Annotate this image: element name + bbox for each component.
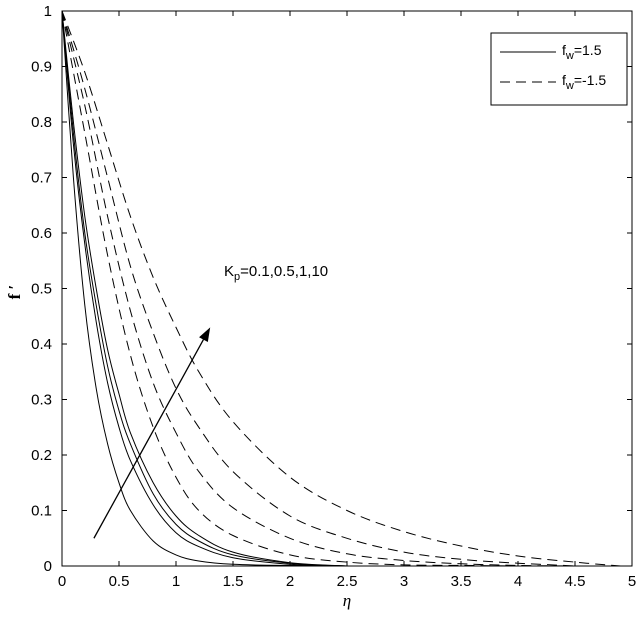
dashed-series-line-7 (61, 10, 621, 567)
legend-entry-dashed-value: =-1.5 (574, 72, 607, 88)
x-tick-label: 2.5 (337, 573, 358, 590)
x-tick-label: 3 (400, 573, 408, 590)
y-tick-label: 0.3 (31, 392, 52, 409)
y-tick-label: 0.5 (31, 281, 52, 298)
x-tick-label: 4.5 (565, 573, 586, 590)
y-tick-label: 1 (44, 3, 52, 20)
curves-layer (61, 10, 621, 567)
legend-entry-solid: fw=1.5 (562, 42, 602, 62)
dashed-series-line-5 (61, 10, 576, 567)
kp-annotation-label: Kp=0.1,0.5,1,10 (224, 263, 328, 283)
y-tick-label: 0.6 (31, 225, 52, 242)
x-tick-label: 4 (514, 573, 522, 590)
legend-entry-dashed-sub: w (565, 80, 574, 92)
y-tick-label: 0.2 (31, 447, 52, 464)
legend-entry-dashed: fw=-1.5 (562, 72, 606, 92)
x-tick-label: 1 (172, 573, 180, 590)
solid-series-line-0 (61, 10, 348, 567)
x-tick-label: 5 (628, 573, 636, 590)
legend-entry-solid-sub: w (565, 50, 574, 62)
solid-series-line-3 (61, 10, 348, 567)
x-tick-label: 0 (58, 573, 66, 590)
legend-entry-dashed-base: f (562, 72, 566, 88)
x-axis-label: η (343, 591, 351, 610)
y-tick-label: 0.4 (31, 336, 52, 353)
ticks-layer (61, 10, 633, 567)
y-tick-label: 0.9 (31, 59, 52, 76)
x-tick-label: 3.5 (451, 573, 472, 590)
dashed-series-line-6 (61, 10, 576, 567)
kp-annotation-values: =0.1,0.5,1,10 (240, 263, 328, 280)
legend-entry-solid-base: f (562, 42, 566, 58)
solid-series-line-1 (61, 10, 348, 567)
kp-arrow-line (93, 339, 205, 539)
kp-arrow-head (199, 327, 211, 343)
y-tick-label: 0.1 (31, 503, 52, 520)
y-tick-label: 0 (44, 558, 52, 575)
x-tick-label: 2 (286, 573, 294, 590)
x-tick-label: 1.5 (223, 573, 244, 590)
legend: fw=1.5 fw=-1.5 (490, 32, 628, 106)
legend-box (490, 32, 628, 106)
kp-annotation-sub: p (234, 271, 240, 283)
y-axis-label: f ′ (5, 285, 24, 300)
solid-series-line-2 (61, 10, 348, 567)
kp-annotation-base: K (224, 263, 234, 280)
legend-entry-solid-value: =1.5 (574, 42, 602, 58)
tick-labels-layer: 0 0.5 1 1.5 2 2.5 3 3.5 4 4.5 5 0 0.1 0.2 0.3 0.4 0.5 0.6… (31, 3, 636, 590)
dashed-series-line-4 (61, 10, 519, 567)
x-tick-label: 0.5 (109, 573, 130, 590)
y-tick-label: 0.8 (31, 114, 52, 131)
y-tick-label: 0.7 (31, 170, 52, 187)
kp-annotation: Kp=0.1,0.5,1,10 (93, 263, 328, 539)
